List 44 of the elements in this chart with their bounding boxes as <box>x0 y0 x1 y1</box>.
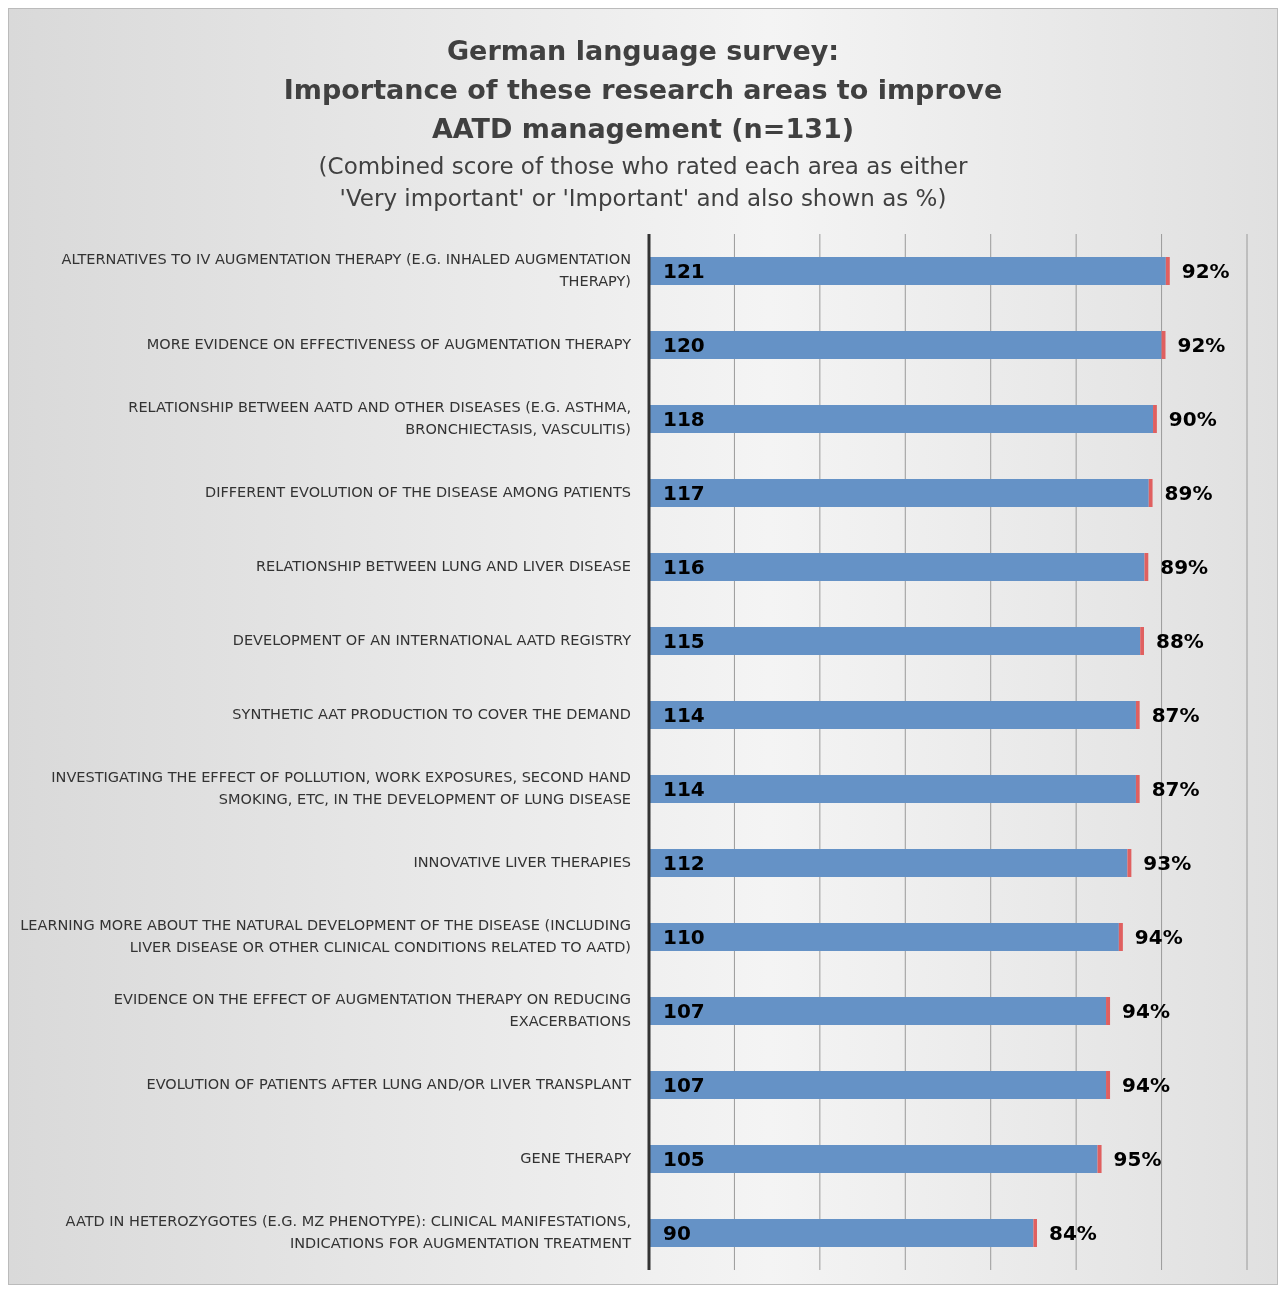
data-label: 89% <box>1164 481 1213 506</box>
data-label: 114 <box>663 777 705 802</box>
data-label: 94% <box>1134 925 1183 950</box>
y-tick-label: GENE THERAPY <box>520 1150 632 1166</box>
data-label: 114 <box>663 703 705 728</box>
data-label: 94% <box>1122 1073 1170 1098</box>
y-tick-label: LEARNING MORE ABOUT THE NATURAL DEVELOPMENT OF THE DISEASE (INCLUDING LIVER DISEASE OR OTHER CLINICAL CONDITIONS RELATED TO AATD) <box>20 917 631 955</box>
y-tick-label: INVESTIGATING THE EFFECT OF POLLUTION, WORK EXPOSURES, SECOND HAND SMOKING, ETC, IN THE DEVELOPMENT OF LUNG DISEASE <box>51 769 631 807</box>
y-tick-label: INNOVATIVE LIVER THERAPIES <box>413 854 631 870</box>
y-tick-label: RELATIONSHIP BETWEEN AATD AND OTHER DISEASES (E.G. ASTHMA, BRONCHIECTASIS, VASCULITIS) <box>128 399 631 437</box>
y-tick-label: EVOLUTION OF PATIENTS AFTER LUNG AND/OR LIVER TRANSPLANT <box>146 1076 632 1092</box>
data-label: 93% <box>1143 851 1192 876</box>
data-label: 87% <box>1151 703 1200 728</box>
y-tick-label: DEVELOPMENT OF AN INTERNATIONAL AATD REGISTRY <box>232 632 632 648</box>
y-tick-label: AATD IN HETEROZYGOTES (E.G. MZ PHENOTYPE): CLINICAL MANIFESTATIONS, INDICATIONS FOR AUGMENTATION TREATMENT <box>65 1213 632 1251</box>
data-label: 90% <box>1168 407 1217 432</box>
y-tick-label: RELATIONSHIP BETWEEN LUNG AND LIVER DISEASE <box>255 558 631 574</box>
data-label: 120 <box>663 333 705 358</box>
data-label: 112 <box>663 851 705 876</box>
data-label: 118 <box>663 407 705 432</box>
data-label: 110 <box>663 925 705 950</box>
y-tick-label: SYNTHETIC AAT PRODUCTION TO COVER THE DEMAND <box>232 706 631 722</box>
data-label: 117 <box>663 481 705 506</box>
data-label: 107 <box>663 999 705 1024</box>
data-label: 88% <box>1155 629 1204 654</box>
y-tick-label: EVIDENCE ON THE EFFECT OF AUGMENTATION THERAPY ON REDUCING EXACERBATIONS <box>113 991 631 1029</box>
data-label: 87% <box>1151 777 1200 802</box>
y-tick-label: DIFFERENT EVOLUTION OF THE DISEASE AMONG PATIENTS <box>205 484 631 500</box>
data-label: 92% <box>1177 333 1226 358</box>
data-label: 95% <box>1113 1147 1162 1172</box>
chart-title: German language survey: Importance of these research areas to improve AATD management (n=131) <box>282 34 1004 146</box>
y-tick-label: MORE EVIDENCE ON EFFECTIVENESS OF AUGMENTATION THERAPY <box>146 336 632 352</box>
data-label: 107 <box>663 1073 705 1098</box>
chart-subtitle: (Combined score of those who rated each area as either 'Very important' or 'Important' and also shown as %) <box>317 152 969 213</box>
data-label: 115 <box>663 629 705 654</box>
data-label: 94% <box>1122 999 1170 1024</box>
y-tick-label: ALTERNATIVES TO IV AUGMENTATION THERAPY (E.G. INHALED AUGMENTATION THERAPY) <box>61 251 631 289</box>
data-label: 84% <box>1049 1221 1097 1246</box>
data-label: 89% <box>1160 555 1209 580</box>
data-label: 92% <box>1181 259 1230 284</box>
data-label: 121 <box>663 259 705 284</box>
data-label: 116 <box>663 555 705 580</box>
data-label: 105 <box>663 1147 705 1172</box>
data-label: 90 <box>663 1221 691 1246</box>
